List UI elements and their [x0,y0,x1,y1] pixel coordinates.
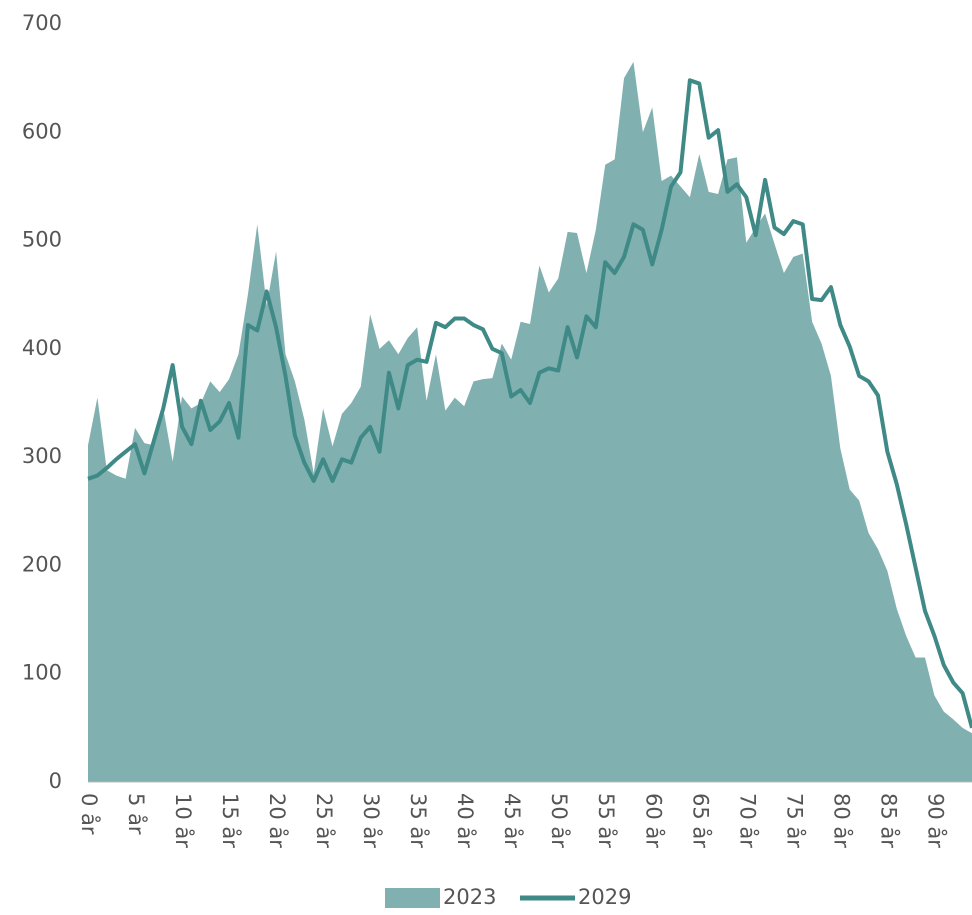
y-tick-label: 0 [49,769,62,793]
legend-label: 2023 [443,885,496,909]
y-tick-label: 400 [22,336,62,360]
x-tick-label: 65 år [688,793,713,848]
line [87,78,972,729]
x-tick-label: 70 år [735,793,760,848]
x-tick-label: 25 år [312,793,337,848]
legend-swatch [385,888,440,908]
x-tick-label: 5 år [124,793,149,835]
x-tick-label: 50 år [547,793,572,848]
x-tick-label: 35 år [406,793,431,848]
legend-label: 2029 [578,885,631,909]
y-tick-label: 700 [22,11,62,35]
x-tick-label: 40 år [453,793,478,848]
x-tick-label: 10 år [171,793,196,848]
x-tick-label: 15 år [218,793,243,848]
y-tick-label: 600 [22,119,62,143]
x-tick-label: 90 år [923,793,948,848]
y-tick-label: 500 [22,228,62,252]
x-tick-label: 20 år [265,793,290,848]
x-tick-label: 80 år [829,793,854,848]
x-tick-label: 60 år [641,793,666,848]
x-tick-label: 30 år [359,793,384,848]
y-tick-label: 100 [22,661,62,685]
x-tick-label: 55 år [594,793,619,848]
x-tick-label: 45 år [500,793,525,848]
x-tick-label: 85 år [876,793,901,848]
x-tick-label: 75 år [782,793,807,848]
y-tick-label: 300 [22,444,62,468]
y-tick-label: 200 [22,552,62,576]
area [88,61,972,782]
x-tick-label: 0 år [77,793,102,835]
